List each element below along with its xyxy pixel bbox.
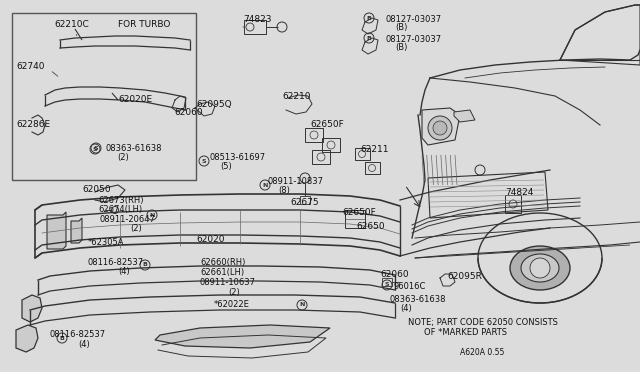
Text: 08911-10637: 08911-10637 (200, 278, 256, 287)
Text: 62020E: 62020E (118, 95, 152, 104)
Text: 62661(LH): 62661(LH) (200, 268, 244, 277)
Text: (B): (B) (395, 43, 408, 52)
Text: 62095R: 62095R (447, 272, 482, 281)
Text: 08127-03037: 08127-03037 (385, 35, 441, 44)
Polygon shape (155, 325, 330, 348)
Text: S: S (93, 145, 99, 151)
Text: 74823: 74823 (243, 15, 271, 24)
Text: (B): (B) (395, 23, 408, 32)
Bar (305, 128, 323, 142)
Bar (382, 278, 392, 286)
Text: 08911-10837: 08911-10837 (268, 177, 324, 186)
Text: 62210: 62210 (282, 92, 310, 101)
Text: 62650F: 62650F (342, 208, 376, 217)
Text: B: B (143, 263, 147, 267)
Polygon shape (560, 5, 640, 65)
Text: 62660(RH): 62660(RH) (200, 258, 245, 267)
Bar (312, 150, 330, 164)
Text: (4): (4) (78, 340, 90, 349)
Circle shape (433, 121, 447, 135)
Text: 62650F: 62650F (310, 120, 344, 129)
Text: 08116-82537: 08116-82537 (88, 258, 144, 267)
Text: *62305A: *62305A (88, 238, 125, 247)
Bar (355, 148, 370, 160)
Text: S: S (93, 147, 97, 151)
Polygon shape (22, 295, 42, 322)
Text: *62022E: *62022E (214, 300, 250, 309)
Text: B: B (367, 16, 371, 20)
Text: 62675: 62675 (290, 198, 319, 207)
Text: N: N (262, 183, 268, 187)
Text: 74824: 74824 (505, 188, 533, 197)
Text: S: S (202, 158, 206, 164)
Bar (244, 20, 266, 34)
Text: 08363-61638: 08363-61638 (105, 144, 161, 153)
Ellipse shape (510, 246, 570, 290)
Bar (365, 162, 380, 174)
Text: B: B (367, 35, 371, 41)
Text: 62650: 62650 (356, 222, 385, 231)
Polygon shape (454, 110, 475, 122)
Text: 62060: 62060 (380, 270, 408, 279)
Text: 08363-61638: 08363-61638 (390, 295, 447, 304)
Text: 08911-20647: 08911-20647 (100, 215, 156, 224)
Text: (4): (4) (118, 267, 130, 276)
Bar (300, 196, 310, 204)
Bar (322, 138, 340, 152)
Circle shape (530, 258, 550, 278)
Text: 62095Q: 62095Q (196, 100, 232, 109)
Polygon shape (16, 325, 38, 352)
Text: 08513-61697: 08513-61697 (210, 153, 266, 162)
Text: (5): (5) (220, 162, 232, 171)
Text: 62210C: 62210C (54, 20, 89, 29)
Bar (12, 13, 196, 180)
Bar (345, 210, 365, 228)
Text: 62060: 62060 (174, 108, 203, 117)
Circle shape (428, 116, 452, 140)
Text: 62211: 62211 (360, 145, 388, 154)
Bar (505, 195, 521, 213)
Text: 62740: 62740 (16, 62, 45, 71)
Text: 08116-82537: 08116-82537 (50, 330, 106, 339)
Text: FOR TURBO: FOR TURBO (118, 20, 170, 29)
Text: (8): (8) (278, 186, 290, 195)
Polygon shape (422, 108, 460, 145)
Text: S: S (385, 282, 389, 288)
Text: B: B (60, 336, 65, 340)
Text: OF *MARKED PARTS: OF *MARKED PARTS (424, 328, 507, 337)
Text: (4): (4) (400, 304, 412, 313)
Text: 62020: 62020 (196, 235, 225, 244)
Text: 62286E: 62286E (16, 120, 50, 129)
Text: 96016C: 96016C (393, 282, 426, 291)
Text: 62673(RH): 62673(RH) (98, 196, 143, 205)
Text: 62674(LH): 62674(LH) (98, 205, 142, 214)
Text: (2): (2) (117, 153, 129, 162)
Polygon shape (71, 218, 82, 243)
Text: 08127-03037: 08127-03037 (385, 15, 441, 24)
Text: (2): (2) (228, 288, 240, 297)
Polygon shape (47, 212, 66, 249)
Text: N: N (149, 212, 155, 218)
Text: 62050: 62050 (82, 185, 111, 194)
Ellipse shape (521, 254, 559, 282)
Text: N: N (300, 302, 305, 308)
Text: A620A 0.55: A620A 0.55 (460, 348, 504, 357)
Text: (2): (2) (130, 224, 141, 233)
Text: NOTE; PART CODE 62050 CONSISTS: NOTE; PART CODE 62050 CONSISTS (408, 318, 558, 327)
